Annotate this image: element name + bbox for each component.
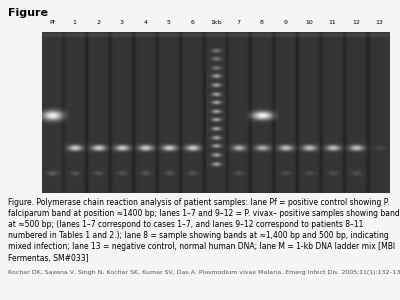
- Text: 11: 11: [329, 20, 336, 25]
- Text: 4: 4: [143, 20, 147, 25]
- Text: Kochar DK, Saxena V, Singh N, Kochar SK, Kumar SV, Das A. Plasmodium vivax Malar: Kochar DK, Saxena V, Singh N, Kochar SK,…: [8, 270, 400, 275]
- Text: 9: 9: [284, 20, 288, 25]
- Text: Figure. Polymerase chain reaction analysis of patient samples: lane Pf = positiv: Figure. Polymerase chain reaction analys…: [8, 198, 400, 262]
- Text: 12: 12: [352, 20, 360, 25]
- Text: 3: 3: [120, 20, 124, 25]
- Text: 10: 10: [305, 20, 313, 25]
- Text: Pf: Pf: [49, 20, 55, 25]
- Text: 1kb: 1kb: [210, 20, 222, 25]
- Text: Figure: Figure: [8, 8, 48, 19]
- Text: 6: 6: [190, 20, 194, 25]
- Text: 8: 8: [260, 20, 264, 25]
- Text: 2: 2: [96, 20, 100, 25]
- Text: 7: 7: [236, 20, 240, 25]
- Text: 1: 1: [73, 20, 77, 25]
- Text: 13: 13: [376, 20, 384, 25]
- Text: 5: 5: [167, 20, 171, 25]
